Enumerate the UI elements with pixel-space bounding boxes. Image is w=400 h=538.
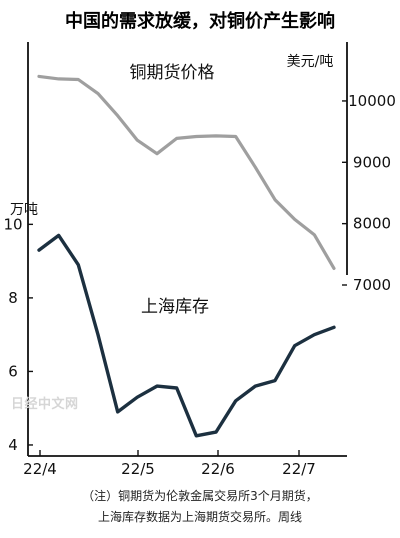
right-axis-tick-label: 7000 [353,276,391,294]
x-axis-tick-label: 22/5 [121,460,155,478]
copper-price-line [37,74,336,270]
right-axis-tick-label: 9000 [353,153,391,171]
series-layer [37,74,336,438]
chart-title: 中国的需求放缓，对铜价产生影响 [65,10,335,32]
left-axis-unit: 万吨 [10,202,38,218]
x-axis-ticks: 22/4 22/5 22/6 22/7 [23,450,316,478]
watermark: 日经中文网 [11,396,79,412]
left-axis-tick-label: 8 [8,289,18,307]
x-axis-tick-label: 22/4 [23,460,57,478]
right-axis-tick-label: 10000 [348,92,396,110]
x-axis-tick-label: 22/7 [282,460,316,478]
copper-price-series-label: 铜期货价格 [130,63,215,83]
footnote-line-2: 上海库存数据为上海期货交易所。周线 [98,509,302,524]
left-axis-tick-label: 4 [8,436,18,454]
shanghai-inventory-line [37,233,336,438]
right-axis-ticks: 7000 8000 9000 10000 [342,92,396,294]
x-axis-tick-label: 22/6 [201,460,235,478]
shanghai-inventory-series-label: 上海库存 [141,297,209,317]
left-axis-tick-label: 10 [3,215,22,233]
right-axis-tick-label: 8000 [353,215,391,233]
footnote-line-1: （注）铜期货为伦敦金属交易所3个月期货， [82,488,318,503]
left-axis-ticks: 4 6 8 10 [3,215,33,454]
right-axis-unit: 美元/吨 [287,54,334,70]
left-axis-tick-label: 6 [8,362,18,380]
